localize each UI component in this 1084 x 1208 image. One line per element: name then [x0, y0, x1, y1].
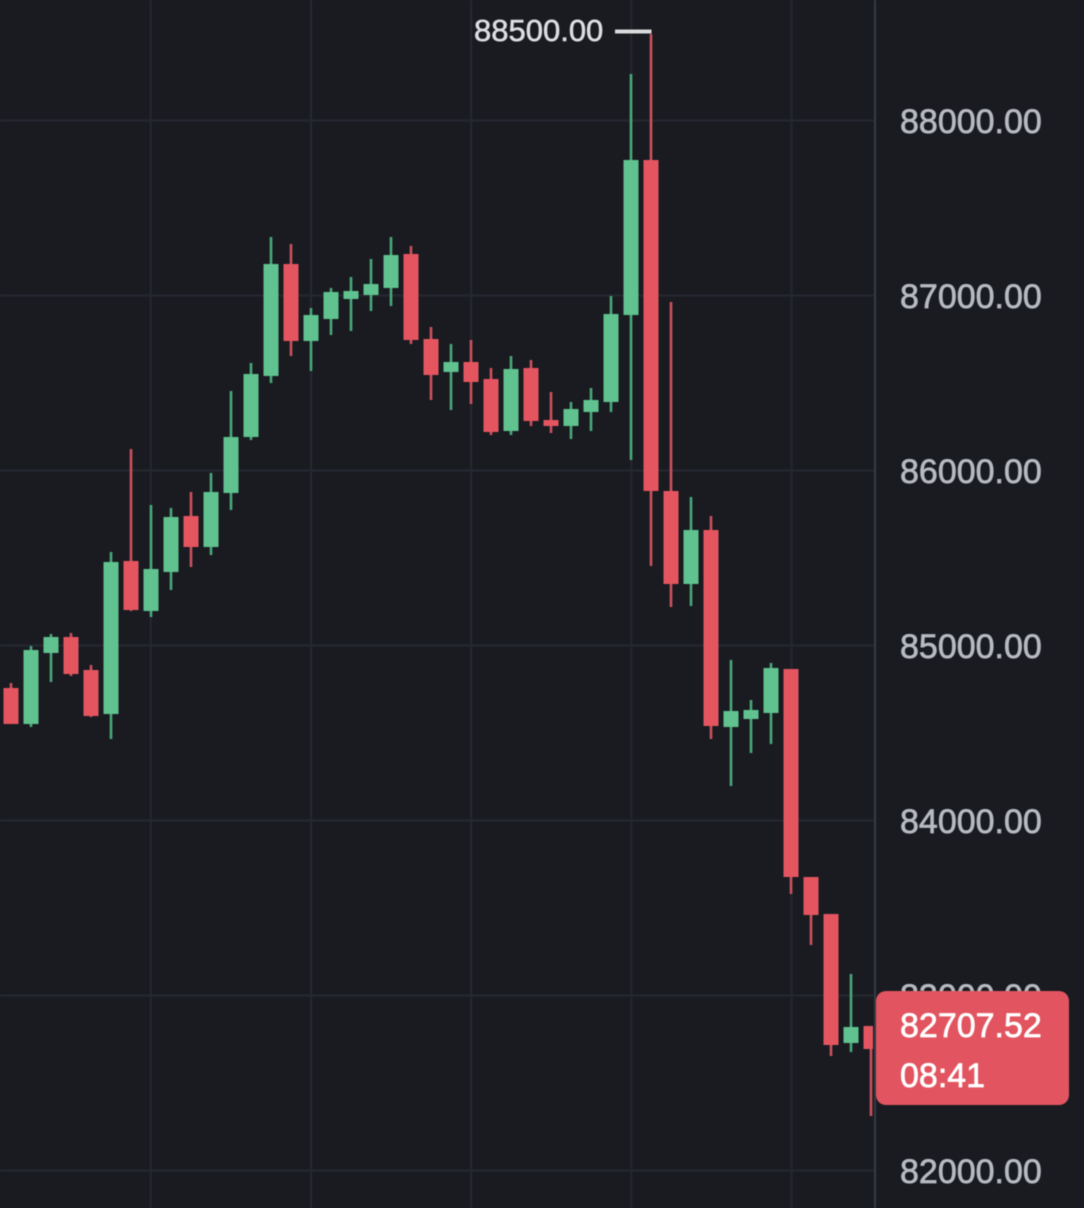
svg-text:84000.00: 84000.00: [900, 803, 1042, 841]
svg-text:88500.00: 88500.00: [474, 13, 603, 48]
svg-text:85000.00: 85000.00: [900, 628, 1042, 666]
svg-text:08:41: 08:41: [900, 1057, 985, 1095]
svg-text:82707.52: 82707.52: [900, 1007, 1042, 1045]
svg-text:82000.00: 82000.00: [900, 1153, 1042, 1191]
svg-text:88000.00: 88000.00: [900, 103, 1042, 141]
svg-text:86000.00: 86000.00: [900, 453, 1042, 491]
svg-text:87000.00: 87000.00: [900, 278, 1042, 316]
